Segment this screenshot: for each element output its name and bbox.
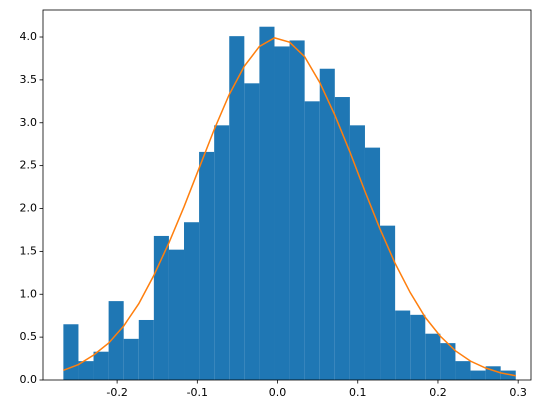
bar — [470, 370, 486, 380]
x-tick-label: 0.1 — [349, 386, 367, 399]
bar — [274, 46, 290, 381]
bar — [168, 249, 185, 380]
bar — [153, 235, 169, 380]
y-tick-label: 1.5 — [20, 244, 38, 257]
bar — [229, 36, 245, 380]
bar — [455, 361, 471, 380]
bar — [78, 361, 94, 380]
bar — [304, 101, 320, 380]
bar — [440, 343, 456, 380]
bar — [184, 222, 200, 380]
bar — [334, 97, 350, 381]
x-tick-label: 0.2 — [429, 386, 447, 399]
y-tick-label: 0.0 — [20, 373, 38, 386]
bar — [123, 338, 139, 380]
bar — [319, 68, 335, 380]
bar — [214, 125, 230, 380]
bar — [93, 351, 109, 380]
y-tick-label: 2.0 — [20, 202, 38, 215]
bar — [138, 319, 154, 380]
bar — [349, 125, 365, 380]
bar — [199, 151, 215, 380]
y-tick-label: 3.0 — [20, 116, 38, 129]
axes-frame — [42, 9, 532, 381]
bar — [259, 26, 275, 381]
bar — [500, 370, 516, 380]
x-tick-label: -0.2 — [106, 386, 127, 399]
y-tick-label: 4.0 — [20, 30, 38, 43]
bar — [289, 40, 305, 381]
bar — [410, 314, 426, 380]
y-tick-label: 0.5 — [20, 330, 38, 343]
bar — [380, 225, 396, 380]
x-tick-label: -0.1 — [187, 386, 208, 399]
bar — [395, 310, 411, 380]
x-tick-label: 0.3 — [509, 386, 527, 399]
bar — [364, 147, 381, 380]
x-tick-label: 0.0 — [269, 386, 287, 399]
bar — [425, 333, 441, 380]
bar — [244, 83, 260, 380]
y-tick-label: 1.0 — [20, 287, 38, 300]
y-tick-label: 2.5 — [20, 159, 38, 172]
pdf-line — [63, 37, 516, 377]
bar — [108, 301, 124, 380]
bar — [63, 324, 79, 380]
y-tick-label: 3.5 — [20, 73, 38, 86]
